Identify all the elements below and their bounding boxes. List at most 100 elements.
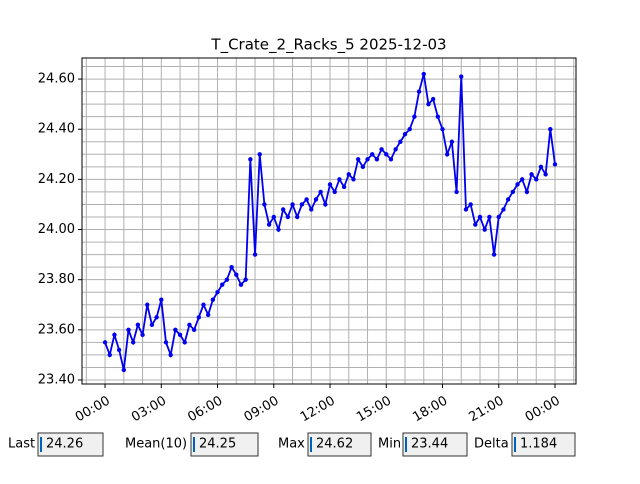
data-point xyxy=(285,214,291,220)
stat-label: Max xyxy=(278,437,305,452)
data-point xyxy=(220,282,225,287)
data-point xyxy=(346,172,351,177)
data-point xyxy=(496,214,501,220)
data-point xyxy=(519,177,525,182)
data-point xyxy=(159,297,164,302)
stat-value: 23.44 xyxy=(411,437,448,452)
data-point xyxy=(126,327,131,333)
data-point xyxy=(440,127,445,132)
data-point xyxy=(234,272,239,277)
stat-box xyxy=(190,432,259,457)
x-tick-label: 09:00 xyxy=(242,394,282,426)
stat-value: 24.26 xyxy=(46,437,83,452)
data-point xyxy=(257,152,262,157)
stat-box xyxy=(511,432,576,457)
data-point xyxy=(351,177,356,182)
data-point xyxy=(290,202,295,207)
data-point xyxy=(524,189,530,195)
data-point xyxy=(102,340,108,345)
data-point xyxy=(262,202,267,207)
data-point xyxy=(107,352,112,358)
x-tick-label: 12:00 xyxy=(298,394,338,426)
data-point xyxy=(529,172,534,177)
plot-frame xyxy=(81,57,577,385)
data-point xyxy=(229,264,234,270)
x-tick-label: 00:00 xyxy=(523,394,563,426)
data-point xyxy=(224,277,230,282)
data-point xyxy=(543,172,548,177)
data-point xyxy=(299,202,305,207)
data-point xyxy=(337,177,342,182)
data-point xyxy=(459,74,464,79)
data-point xyxy=(323,202,328,207)
data-point xyxy=(276,227,281,232)
stat-label: Min xyxy=(378,437,401,452)
data-point xyxy=(191,327,197,333)
data-point xyxy=(435,114,441,119)
stat-value: 24.25 xyxy=(199,437,236,452)
data-point xyxy=(473,222,478,227)
data-point xyxy=(295,214,300,220)
data-point xyxy=(426,101,431,107)
data-point xyxy=(318,189,323,195)
data-point xyxy=(505,197,511,202)
data-point xyxy=(538,164,544,170)
data-point xyxy=(140,332,145,338)
data-point xyxy=(388,157,394,162)
x-tick-label: 15:00 xyxy=(354,394,394,426)
data-point xyxy=(393,147,398,152)
data-point xyxy=(421,71,426,77)
data-point xyxy=(341,184,347,190)
data-point xyxy=(327,182,333,187)
data-point xyxy=(491,252,497,257)
data-point xyxy=(177,332,183,338)
data-point xyxy=(454,189,459,195)
y-tick-label: 24.40 xyxy=(38,122,75,137)
data-point xyxy=(182,340,187,345)
y-tick-label: 23.80 xyxy=(38,272,75,287)
data-point xyxy=(534,177,539,182)
data-point xyxy=(477,214,483,220)
data-point xyxy=(548,127,553,132)
x-tick-label: 18:00 xyxy=(410,394,450,426)
data-point xyxy=(374,157,380,162)
data-point xyxy=(304,197,309,202)
data-point xyxy=(271,214,276,220)
data-point xyxy=(463,207,469,212)
data-point xyxy=(332,189,337,195)
data-point xyxy=(196,315,201,320)
x-tick-label: 21:00 xyxy=(467,394,507,426)
data-point xyxy=(135,322,141,328)
data-point xyxy=(210,297,216,302)
y-tick-label: 24.60 xyxy=(38,72,75,87)
data-point xyxy=(445,152,450,157)
data-point xyxy=(116,347,122,353)
data-point xyxy=(163,340,169,345)
y-tick-label: 24.20 xyxy=(38,172,75,187)
stat-value: 1.184 xyxy=(520,437,557,452)
x-tick-label: 06:00 xyxy=(185,394,225,426)
data-point xyxy=(365,157,370,162)
data-point xyxy=(266,222,272,227)
data-point xyxy=(248,157,253,162)
data-point xyxy=(168,352,173,358)
data-point xyxy=(412,114,417,119)
y-tick-label: 23.60 xyxy=(38,322,75,337)
stat-label: Mean(10) xyxy=(125,437,187,452)
data-point xyxy=(402,132,408,137)
x-tick-label: 00:00 xyxy=(73,394,113,426)
data-point xyxy=(205,312,211,317)
x-tick-label: 03:00 xyxy=(129,394,169,426)
data-point xyxy=(121,367,127,373)
data-point xyxy=(370,152,375,157)
data-point xyxy=(482,227,487,232)
chart-title: T_Crate_2_Racks_5 2025-12-03 xyxy=(210,36,446,55)
stat-box xyxy=(307,432,372,457)
data-point xyxy=(112,332,117,338)
data-point xyxy=(379,147,384,152)
data-point xyxy=(449,139,455,144)
y-tick-label: 23.40 xyxy=(38,372,75,387)
data-point xyxy=(201,302,206,307)
data-point xyxy=(280,207,286,212)
